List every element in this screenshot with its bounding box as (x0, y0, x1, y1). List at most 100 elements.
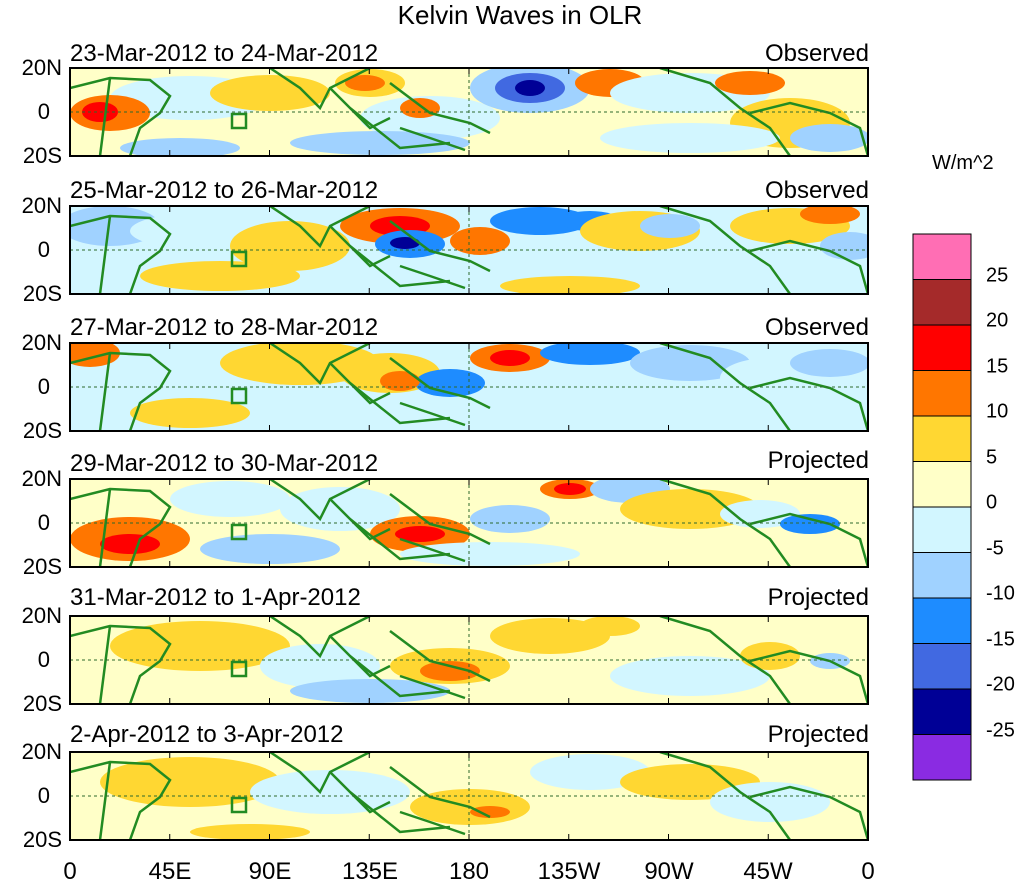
lat-label: 20N (21, 55, 62, 80)
olr-anomaly-contour (130, 398, 250, 428)
olr-anomaly-contour (500, 276, 640, 294)
lon-label-180: 180 (448, 858, 490, 885)
coastline (269, 68, 451, 150)
lat-label: 20S (22, 418, 62, 443)
coastline (659, 752, 792, 840)
coastline (659, 479, 792, 567)
colorbar-label: 20 (986, 309, 1009, 332)
olr-anomaly-contour (390, 237, 420, 249)
panel-2-date: 25-Mar-2012 to 26-Mar-2012 (70, 177, 379, 204)
map-panel-3 (69, 342, 869, 432)
colorbar-segment (912, 597, 972, 644)
map-panel-1 (69, 67, 869, 157)
coastline (230, 796, 248, 814)
olr-anomaly-contour (800, 206, 860, 224)
coastline (749, 649, 868, 704)
olr-anomaly-contour (260, 385, 380, 421)
lat-label: 20S (22, 827, 62, 852)
olr-anomaly-contour (230, 221, 350, 271)
olr-anomaly-contour (345, 75, 385, 91)
lat-label: 0 (37, 99, 50, 124)
olr-anomaly-contour (580, 616, 640, 636)
coastline (659, 206, 792, 294)
coastline (230, 112, 248, 130)
lat-label: 0 (37, 783, 50, 808)
olr-anomaly-contour (415, 369, 485, 397)
coastline (749, 239, 868, 294)
coastline (389, 630, 491, 700)
coastline (389, 82, 491, 152)
coastline (749, 785, 868, 840)
panel-6-status: Projected (767, 721, 869, 748)
coastline (70, 214, 172, 294)
colorbar-label: 0 (986, 491, 998, 514)
lat-label: 20S (22, 691, 62, 716)
lon-label-90w: 90W (644, 858, 694, 885)
olr-anomaly-contour (470, 806, 510, 818)
colorbar-units: W/m^2 (932, 152, 994, 174)
coastline (659, 68, 792, 156)
lat-label: 20S (22, 143, 62, 168)
coastline (70, 487, 172, 567)
olr-anomaly-contour (450, 227, 510, 255)
lat-label: 20N (21, 330, 62, 355)
lat-label: 0 (37, 237, 50, 262)
coastline (389, 357, 491, 427)
olr-anomaly-contour (554, 483, 586, 495)
olr-anomaly-contour (200, 534, 340, 564)
coastline (269, 752, 451, 834)
panel-5-status: Projected (767, 584, 869, 611)
olr-anomaly-contour (140, 261, 300, 291)
olr-anomaly-contour (490, 350, 530, 366)
olr-anomaly-contour (395, 526, 445, 542)
lon-label-360: 0 (861, 858, 875, 885)
olr-anomaly-contour (400, 542, 580, 566)
lat-label: 20N (21, 739, 62, 764)
olr-anomaly-contour (530, 754, 650, 790)
colorbar-label: -5 (986, 537, 1004, 559)
coastline (230, 523, 248, 541)
olr-anomaly-contour (120, 348, 220, 388)
coastline (659, 343, 792, 431)
lon-label-135e: 135E (341, 858, 399, 885)
colorbar-segment (912, 370, 972, 417)
coastline (269, 206, 451, 288)
coastline (230, 250, 248, 268)
colorbar-segment (912, 415, 972, 462)
lat-label: 20S (22, 281, 62, 306)
colorbar-segment (912, 552, 972, 599)
panel-4-status: Projected (767, 447, 869, 474)
coastline (230, 387, 248, 405)
figure-title: Kelvin Waves in OLR (397, 0, 643, 30)
lat-label: 20N (21, 193, 62, 218)
olr-anomaly-contour (540, 343, 640, 365)
olr-anomaly-contour (600, 123, 780, 153)
colorbar-segment (912, 233, 972, 280)
olr-anomaly-contour (190, 824, 310, 840)
coastline (659, 616, 792, 704)
coastline (70, 760, 172, 840)
olr-anomaly-contour (210, 75, 330, 111)
olr-anomaly-contour (490, 207, 590, 235)
coastline (230, 660, 248, 678)
olr-anomaly-contour (100, 757, 280, 807)
coastline (749, 101, 868, 156)
olr-anomaly-contour (420, 661, 480, 681)
colorbar-segment (912, 688, 972, 735)
lat-label: 0 (37, 647, 50, 672)
coastline (70, 76, 172, 156)
coastline (70, 351, 172, 431)
panel-1-date: 23-Mar-2012 to 24-Mar-2012 (70, 40, 379, 67)
olr-anomaly-contour (720, 500, 800, 528)
coastline (749, 512, 868, 567)
olr-anomaly-contour (630, 345, 750, 381)
lat-label: 0 (37, 510, 50, 535)
colorbar-segment (912, 279, 972, 326)
coastline (269, 343, 451, 425)
colorbar-segment (912, 506, 972, 553)
olr-anomaly-contour (515, 80, 545, 96)
panel-1-status: Observed (764, 40, 869, 67)
